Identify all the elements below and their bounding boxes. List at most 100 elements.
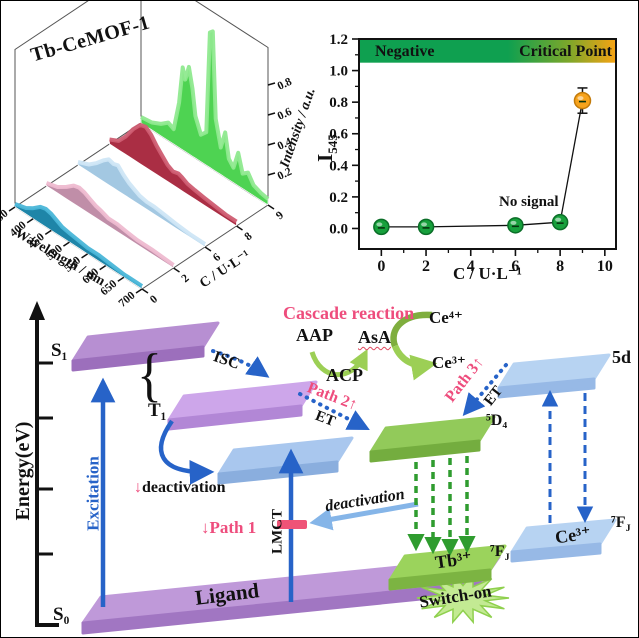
- down-arrow-icon: ↓: [134, 479, 142, 496]
- isc-arrow: [211, 349, 270, 378]
- cascade-arrow-ce4-ce3: [391, 344, 438, 381]
- x-tick-label: 4: [467, 258, 475, 275]
- acp-label: ACP: [326, 365, 363, 385]
- t1-level-slab: [167, 380, 318, 431]
- ce3-level-label: Ce³⁺: [553, 522, 593, 548]
- x-tick-label: 10: [597, 258, 613, 275]
- path2-et-arrow: [298, 392, 370, 431]
- path1-label: ↓Path 1: [201, 518, 257, 537]
- z-tick: [267, 142, 276, 146]
- x-tick: [117, 276, 125, 282]
- brace: {: [137, 342, 162, 409]
- y-tick-label: 0.2: [329, 190, 348, 206]
- excitation-label: Excitation: [83, 456, 103, 531]
- x-tick: [135, 288, 143, 294]
- ribbon-top-edge: [109, 122, 238, 224]
- y-tick-label: 0.6: [329, 127, 348, 143]
- d4-level-slab: [369, 415, 496, 463]
- data-point: [573, 91, 592, 110]
- x-tick: [63, 241, 70, 247]
- data-point-highlight: [376, 222, 383, 227]
- aap-label: AAP: [296, 325, 333, 345]
- x-tick: [8, 206, 16, 212]
- ribbon-top-edge: [45, 181, 175, 267]
- data-point-highlight: [510, 220, 517, 225]
- x-tick: [81, 253, 88, 259]
- x-tick-label: 6: [511, 258, 519, 275]
- ribbon-top-edge: [77, 157, 207, 246]
- c-tick: [141, 288, 149, 294]
- cascade-arrow-ce4-dark: [390, 311, 433, 348]
- z-tick-label: 0.8: [276, 76, 294, 93]
- plot-frame: [358, 38, 617, 250]
- data-point-highlight: [555, 217, 562, 222]
- x-tick: [26, 218, 34, 224]
- x-tick: [99, 264, 107, 271]
- energy-axis-arrowhead: [29, 301, 45, 320]
- c-tick: [267, 204, 275, 210]
- ce3-level-slab: [510, 518, 617, 563]
- cascade-reaction-label: Cascade reaction: [283, 303, 415, 323]
- scatter-panel: 0 2 4 6 8 10 0.0 0.2 0.4 0.6 0.8 1.0 1.2 Negative Cr…: [313, 1, 638, 296]
- no-signal-annotation: No signal: [499, 194, 559, 210]
- scatter-x-axis-label: C / U·L⁻¹: [453, 264, 522, 283]
- s1-level-slab: [71, 321, 220, 372]
- 5d-level-slab: [497, 353, 611, 399]
- lmct-label: LMCT: [269, 509, 286, 554]
- tb3-label: Tb³⁺: [433, 547, 474, 573]
- x-tick-label: 350: [0, 207, 11, 227]
- t1-label: T₁: [148, 400, 167, 421]
- t1-deactivation-arrow: [158, 419, 215, 485]
- scatter-chart: 0 2 4 6 8 10 0.0 0.2 0.4 0.6 0.8 1.0 1.2: [329, 32, 617, 275]
- deactivation-suppressed-arrow: [309, 501, 419, 531]
- y-tick-label: 0.8: [329, 95, 348, 111]
- z-tick: [267, 82, 276, 86]
- z-tick: [267, 172, 276, 176]
- y-tick-label: 0.4: [329, 158, 348, 174]
- lmct-level-slab: [217, 436, 354, 485]
- ribbon-top-edge: [140, 29, 270, 201]
- c-tick: [204, 246, 212, 252]
- band-label-negative: Negative: [375, 43, 435, 60]
- y-tick-label: 1.0: [329, 64, 348, 80]
- ce3-product-label: Ce³⁺: [432, 353, 466, 372]
- c-tick: [236, 225, 243, 231]
- c-tick: [173, 267, 180, 273]
- fj-ce-label: ⁷FJ: [611, 514, 631, 535]
- band-label-critical-point: Critical Point: [519, 43, 612, 60]
- data-point-highlight: [577, 96, 584, 101]
- z-tick: [267, 112, 276, 116]
- z-tick-label: 0.6: [276, 106, 294, 123]
- x-tick: [44, 229, 52, 236]
- x-tick-label: 0: [377, 258, 385, 275]
- path3-et-arrow: [462, 363, 508, 417]
- deactivation1-label: ↓deactivation: [134, 479, 226, 496]
- tb-emission-arrows: [407, 456, 476, 557]
- fj-tb-label: ⁷FJ: [490, 543, 510, 564]
- s1-label: S₁: [51, 340, 68, 361]
- tb3-level-slab: [388, 544, 507, 591]
- switch-on-starburst: [416, 571, 510, 625]
- s0-label: S₀: [53, 604, 70, 625]
- negative-critical-band: [359, 39, 616, 63]
- z-tick-label: 0.4: [276, 136, 294, 153]
- y-tick-label: 0.0: [329, 221, 348, 237]
- z-tick-label: 0.2: [276, 166, 294, 183]
- waterfall-panel: 350 400 450 500 550 600 650 700 0 2 6 8 9 0.2 0.4 0.6 0.…: [0, 1, 331, 310]
- ce4-label: Ce⁴⁺: [429, 308, 463, 327]
- lmct-block-bar: [277, 520, 307, 529]
- energy-axis-label: Energy(eV): [12, 421, 34, 521]
- 5d-label: 5d: [612, 347, 632, 367]
- y-tick-label: 1.2: [329, 32, 348, 48]
- d4-label: ⁵D₄: [486, 412, 508, 429]
- cascade-arrow-aap-asa: [309, 348, 368, 378]
- ribbon-top-edge: [14, 202, 144, 288]
- asa-label: AsA: [358, 327, 392, 347]
- data-point-highlight: [421, 222, 428, 227]
- x-tick-label: 8: [556, 258, 564, 275]
- x-tick-label: 2: [422, 258, 430, 275]
- energy-axis: [35, 313, 59, 627]
